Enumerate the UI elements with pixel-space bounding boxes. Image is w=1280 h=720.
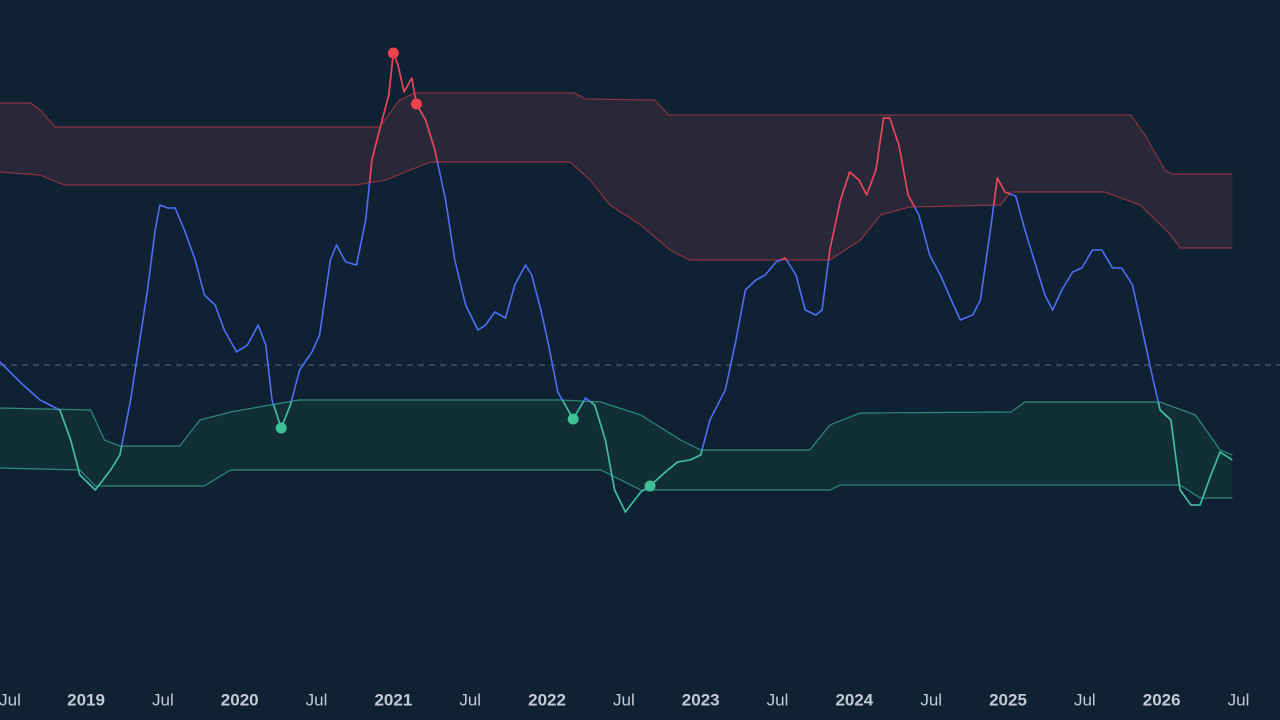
x-tick-label: 2024	[835, 690, 873, 709]
x-tick-label: Jul	[152, 690, 174, 709]
x-tick-label: Jul	[1228, 690, 1250, 709]
x-tick-label: Jul	[613, 690, 635, 709]
x-tick-label: Jul	[1074, 690, 1096, 709]
x-tick-label: Jul	[459, 690, 481, 709]
x-tick-label: 2019	[67, 690, 105, 709]
band-fill	[0, 400, 1233, 498]
band-fill	[0, 93, 1233, 260]
signal-dot	[275, 422, 287, 434]
x-tick-label: 2023	[682, 690, 720, 709]
band-edge	[0, 92, 1233, 175]
x-tick-label: 2020	[221, 690, 259, 709]
x-tick-label: Jul	[306, 690, 328, 709]
signal-dot	[644, 480, 656, 492]
band-edge	[0, 161, 1233, 261]
signal-dot	[567, 413, 579, 425]
band-edge	[0, 467, 1233, 499]
x-tick-label: Jul	[0, 690, 21, 709]
x-tick-label: 2022	[528, 690, 566, 709]
x-tick-label: 2021	[374, 690, 412, 709]
x-tick-label: Jul	[920, 690, 942, 709]
signal-dot	[410, 98, 422, 110]
band-edge	[0, 399, 1233, 456]
signal-dot	[387, 47, 399, 59]
x-tick-label: 2025	[989, 690, 1027, 709]
line-below	[0, 400, 1233, 513]
x-tick-label: Jul	[767, 690, 789, 709]
x-tick-label: 2026	[1143, 690, 1181, 709]
